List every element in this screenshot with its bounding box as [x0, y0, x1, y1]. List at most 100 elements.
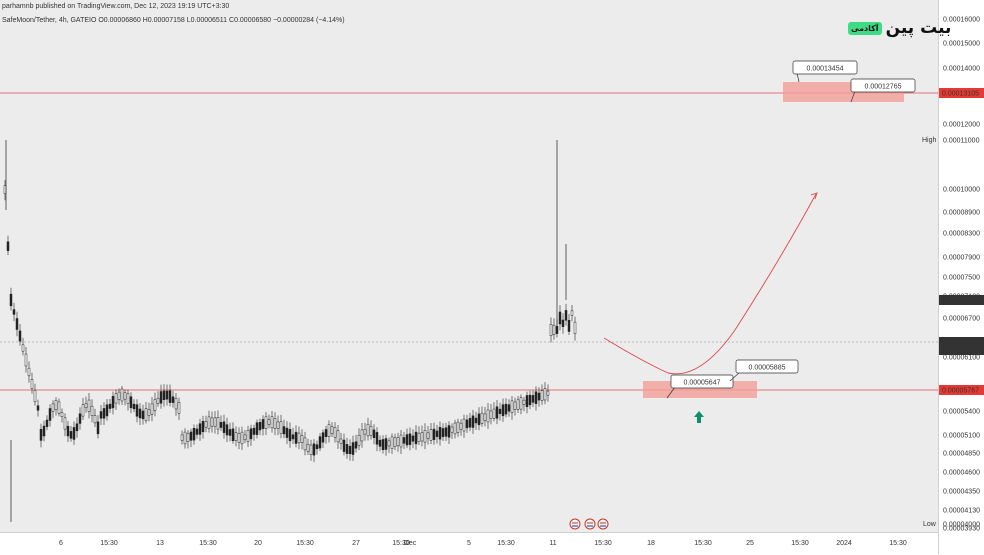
candle-body	[213, 417, 217, 427]
brand-sub-label: آکادمی	[848, 21, 882, 35]
candle-body	[258, 422, 262, 431]
candle-body	[252, 427, 256, 435]
candle-body	[354, 441, 358, 449]
candle-body	[540, 390, 544, 401]
candle-body	[45, 419, 49, 427]
chart-plot-area[interactable]	[0, 0, 938, 532]
candle-body	[222, 421, 226, 433]
candle-body	[150, 403, 154, 415]
candle-body	[546, 390, 550, 396]
candle-body	[177, 402, 181, 414]
candle-body	[12, 309, 16, 315]
candle-body	[138, 408, 142, 419]
y-tick-label: 0.00004000	[943, 522, 980, 529]
candle-body	[477, 413, 481, 426]
price-tag-label: 0.00013105	[942, 91, 979, 98]
candle-body	[441, 428, 445, 437]
candle-body	[60, 412, 64, 417]
candle-body	[297, 432, 301, 444]
publisher-info: parhamnb published on TradingView.com, D…	[2, 3, 230, 10]
candle-body	[324, 429, 328, 437]
candle-body	[84, 403, 88, 408]
callout-leader	[796, 72, 800, 83]
candle-body	[423, 430, 427, 443]
y-tick-label: 0.00007900	[943, 255, 980, 262]
candle-body	[36, 405, 40, 411]
x-tick-label: 15:30	[199, 540, 217, 547]
candle-body	[435, 430, 439, 437]
candle-body	[426, 432, 430, 439]
candle-body	[135, 404, 139, 417]
brand-main-label: بیت پین	[885, 18, 952, 38]
candle-body	[54, 400, 58, 410]
candle-body	[432, 428, 436, 440]
x-tick-label: 15:30	[296, 540, 314, 547]
candle-body	[483, 413, 487, 421]
y-tick-label: 0.00007500	[943, 275, 980, 282]
candle-body	[249, 428, 253, 440]
candle-body	[459, 422, 463, 430]
candle-body	[24, 353, 28, 367]
candle-body	[378, 439, 382, 447]
x-tick-label: Dec	[404, 540, 417, 547]
low-label: Low	[923, 521, 937, 528]
candle-body	[72, 427, 76, 440]
candle-body	[246, 430, 250, 442]
candle-body	[180, 434, 184, 441]
candle-body	[525, 395, 529, 408]
candle-body	[81, 404, 85, 417]
candle-body	[507, 404, 511, 412]
candle-body	[303, 437, 307, 451]
candle-body	[114, 393, 118, 404]
candle-body	[561, 319, 565, 328]
candle-body	[234, 432, 238, 441]
candle-body	[492, 408, 496, 419]
y-tick-label: 0.00012000	[943, 122, 980, 129]
candle-body	[162, 390, 166, 401]
candle-body	[411, 435, 415, 442]
candle-body	[39, 428, 43, 441]
x-tick-label: 15:30	[497, 540, 515, 547]
candle-body	[144, 408, 148, 421]
candle-body	[306, 444, 310, 452]
symbol-ohlc-line: SafeMoon/Tether, 4h, GATEIO O0.00006860 …	[2, 17, 345, 24]
candle-body	[399, 434, 403, 448]
y-tick-label: 0.00008300	[943, 231, 980, 238]
candle-body	[438, 427, 442, 440]
candle-body	[15, 318, 19, 330]
candle-body	[468, 418, 472, 428]
candle-body	[96, 421, 100, 435]
price-tag	[939, 88, 984, 98]
candle-body	[456, 421, 460, 433]
candle-body	[285, 427, 289, 438]
candle-body	[534, 391, 538, 404]
candle-body	[168, 390, 172, 403]
event-flag-icon	[569, 518, 581, 530]
projection-path	[603, 193, 817, 375]
x-tick-label: 25	[746, 540, 754, 547]
candle-body	[243, 434, 247, 441]
callout-leader	[850, 90, 856, 103]
candle-body	[444, 427, 448, 437]
candle-body	[9, 293, 13, 307]
candle-body	[87, 399, 91, 412]
y-tick-label: 0.00006700	[943, 316, 980, 323]
candle-body	[219, 422, 223, 428]
candle-body	[33, 389, 37, 403]
y-tick-label: 0.00015000	[943, 41, 980, 48]
x-tick-label: 15:30	[791, 540, 809, 547]
candle-body	[396, 437, 400, 446]
candle-body	[156, 397, 160, 404]
candle-body	[282, 426, 286, 435]
price-tag-label: 0.00007383	[942, 298, 979, 305]
candle-body	[42, 425, 46, 437]
candle-body	[159, 391, 163, 404]
time-axis[interactable]	[0, 532, 938, 555]
candle-body	[57, 401, 61, 414]
x-tick-label: 18	[647, 540, 655, 547]
candle-body	[495, 406, 499, 419]
candle-body	[102, 408, 106, 419]
candle-body	[300, 435, 304, 443]
candle-body	[261, 419, 265, 429]
candle-body	[393, 437, 397, 447]
